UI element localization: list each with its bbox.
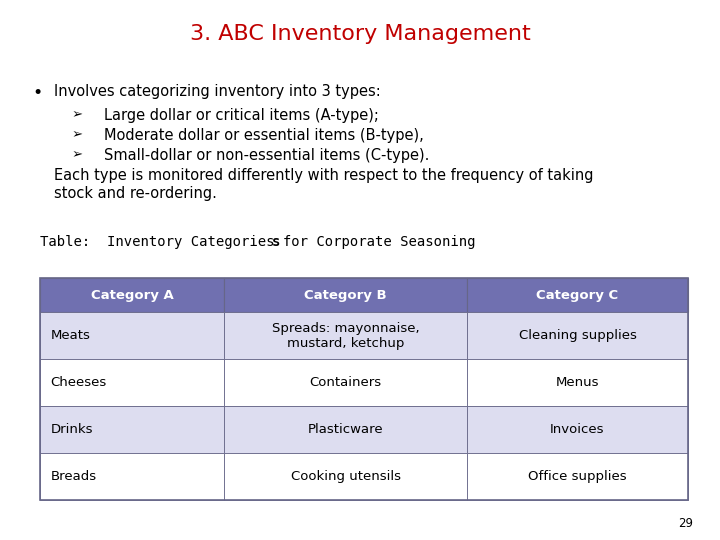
Text: Drinks: Drinks bbox=[50, 423, 93, 436]
Bar bbox=[225, 359, 467, 406]
Text: Large dollar or critical items (A-type);: Large dollar or critical items (A-type); bbox=[104, 108, 379, 123]
Bar bbox=[40, 278, 688, 500]
Text: Category A: Category A bbox=[91, 289, 174, 302]
Bar bbox=[40, 453, 224, 500]
Text: ➢: ➢ bbox=[72, 108, 83, 121]
Bar bbox=[467, 313, 688, 359]
Bar bbox=[467, 278, 688, 313]
Text: Category C: Category C bbox=[536, 289, 618, 302]
Text: Moderate dollar or essential items (B-type),: Moderate dollar or essential items (B-ty… bbox=[104, 128, 424, 143]
Text: Cleaning supplies: Cleaning supplies bbox=[518, 329, 636, 342]
Text: Containers: Containers bbox=[310, 376, 382, 389]
Bar bbox=[40, 406, 224, 453]
Bar bbox=[225, 453, 467, 500]
Text: Office supplies: Office supplies bbox=[528, 470, 626, 483]
Text: Menus: Menus bbox=[556, 376, 599, 389]
Text: Each type is monitored differently with respect to the frequency of taking
stock: Each type is monitored differently with … bbox=[54, 168, 593, 201]
Bar bbox=[40, 278, 224, 313]
Text: Involves categorizing inventory into 3 types:: Involves categorizing inventory into 3 t… bbox=[54, 84, 381, 99]
Text: Breads: Breads bbox=[50, 470, 96, 483]
Text: ➢: ➢ bbox=[72, 148, 83, 161]
Text: Cooking utensils: Cooking utensils bbox=[291, 470, 401, 483]
Bar bbox=[467, 406, 688, 453]
Text: Small-dollar or non-essential items (C-type).: Small-dollar or non-essential items (C-t… bbox=[104, 148, 430, 163]
Bar bbox=[467, 453, 688, 500]
Bar bbox=[225, 313, 467, 359]
Bar bbox=[467, 359, 688, 406]
Text: Table:  Inventory Categories for Corporate Seasoning: Table: Inventory Categories for Corporat… bbox=[40, 235, 475, 249]
Text: ➢: ➢ bbox=[72, 128, 83, 141]
Bar bbox=[40, 313, 224, 359]
Text: Category B: Category B bbox=[305, 289, 387, 302]
Bar bbox=[40, 359, 224, 406]
Text: Plasticware: Plasticware bbox=[308, 423, 384, 436]
Text: Meats: Meats bbox=[50, 329, 90, 342]
Bar bbox=[225, 406, 467, 453]
Text: Invoices: Invoices bbox=[550, 423, 605, 436]
Text: •: • bbox=[32, 84, 42, 102]
Text: Spreads: mayonnaise,
mustard, ketchup: Spreads: mayonnaise, mustard, ketchup bbox=[272, 322, 420, 350]
Text: 29: 29 bbox=[678, 517, 693, 530]
Text: 3. ABC Inventory Management: 3. ABC Inventory Management bbox=[189, 24, 531, 44]
Text: Cheeses: Cheeses bbox=[50, 376, 107, 389]
Text: s: s bbox=[271, 235, 280, 249]
Bar bbox=[225, 278, 467, 313]
